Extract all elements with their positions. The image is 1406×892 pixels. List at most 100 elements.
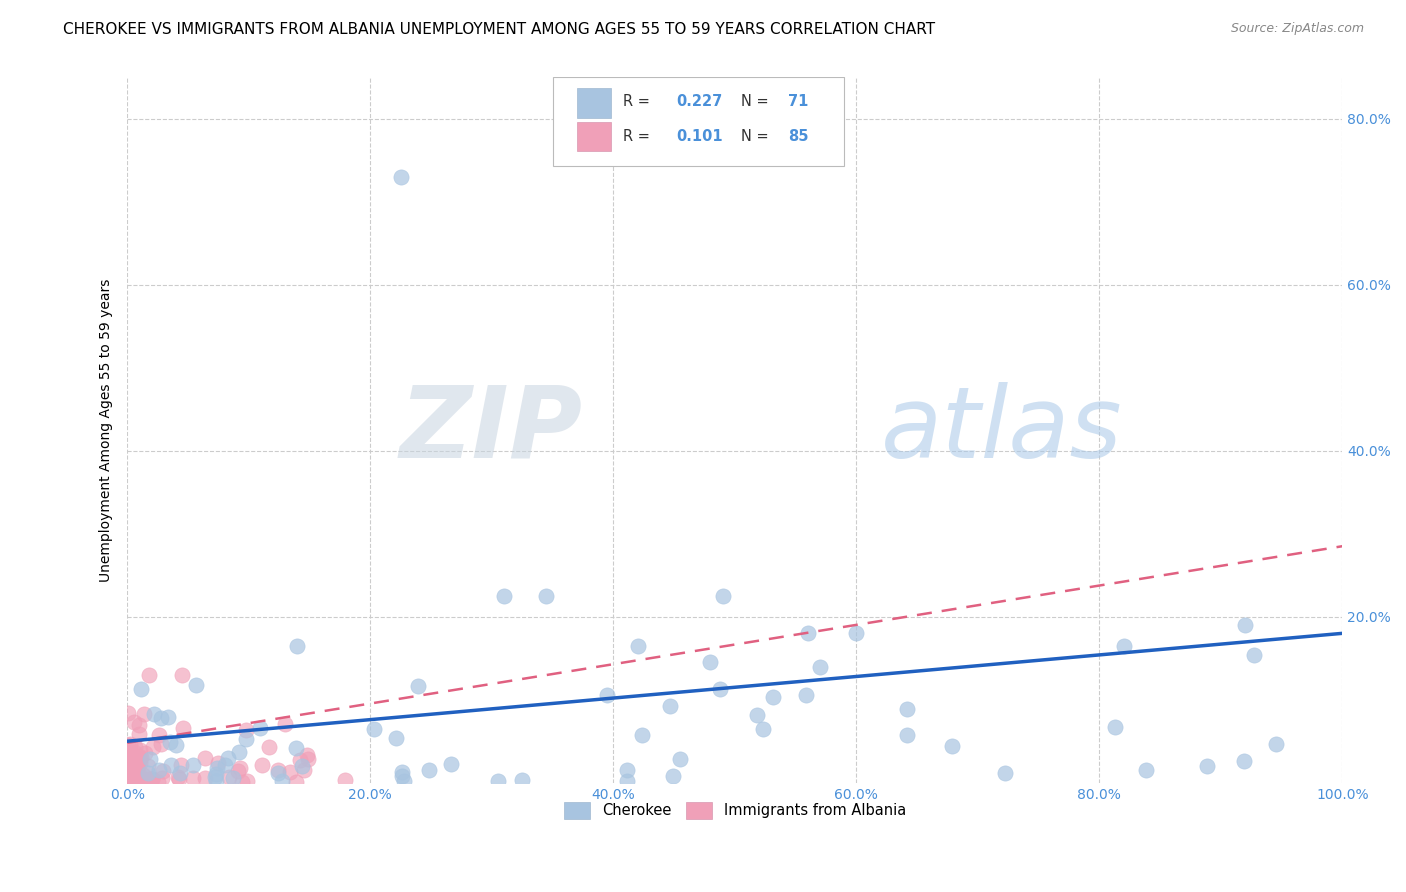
Point: [165, 738, 187, 752]
Point: [630, 728, 652, 742]
Point: [121, 774, 143, 789]
Point: [120, 755, 142, 769]
Point: [205, 773, 228, 788]
Point: [150, 711, 173, 725]
Y-axis label: Unemployment Among Ages 55 to 59 years: Unemployment Among Ages 55 to 59 years: [100, 278, 114, 582]
Point: [122, 771, 145, 785]
Point: [148, 728, 170, 742]
Point: [127, 756, 149, 770]
Point: [896, 728, 918, 742]
Point: [285, 740, 308, 755]
Point: [492, 589, 515, 603]
Point: [669, 752, 692, 766]
Point: [139, 774, 162, 789]
Point: [226, 764, 249, 778]
Point: [167, 772, 190, 786]
Point: [118, 754, 141, 768]
Text: R =: R =: [623, 128, 654, 144]
Point: [218, 770, 240, 784]
Point: [747, 707, 769, 722]
Point: [291, 758, 314, 772]
Point: [183, 758, 205, 772]
Point: [128, 743, 150, 757]
Bar: [576, 121, 610, 151]
Point: [120, 756, 142, 771]
Point: [135, 774, 157, 789]
Point: [794, 688, 817, 702]
Point: [142, 740, 165, 755]
Point: [596, 688, 619, 702]
Point: [406, 679, 429, 693]
Point: [121, 749, 143, 764]
Point: [285, 639, 308, 653]
Text: 0.101: 0.101: [676, 128, 723, 144]
Point: [941, 739, 963, 753]
Point: [120, 745, 142, 759]
Point: [118, 750, 141, 764]
Point: [274, 717, 297, 731]
Point: [159, 735, 181, 749]
Point: [228, 745, 250, 759]
Point: [1233, 755, 1256, 769]
Point: [194, 751, 217, 765]
Point: [711, 589, 734, 603]
Point: [297, 752, 319, 766]
Point: [1243, 648, 1265, 662]
Text: Source: ZipAtlas.com: Source: ZipAtlas.com: [1230, 22, 1364, 36]
Point: [128, 718, 150, 732]
Point: [751, 723, 773, 737]
Point: [122, 770, 145, 784]
Point: [139, 752, 162, 766]
Point: [389, 169, 412, 184]
Point: [170, 668, 193, 682]
Point: [217, 750, 239, 764]
Point: [235, 732, 257, 747]
Point: [141, 772, 163, 787]
Point: [118, 771, 141, 785]
Point: [204, 770, 226, 784]
Point: [808, 659, 831, 673]
Legend: Cherokee, Immigrants from Albania: Cherokee, Immigrants from Albania: [558, 797, 911, 825]
Point: [235, 723, 257, 738]
Point: [385, 731, 408, 745]
Point: [845, 626, 868, 640]
Point: [139, 772, 162, 787]
Point: [124, 752, 146, 766]
Point: [127, 756, 149, 770]
Point: [128, 768, 150, 782]
Point: [124, 714, 146, 729]
Point: [129, 772, 152, 786]
Point: [391, 765, 413, 780]
Point: [536, 589, 558, 603]
Point: [267, 764, 290, 778]
Point: [184, 678, 207, 692]
Text: CHEROKEE VS IMMIGRANTS FROM ALBANIA UNEMPLOYMENT AMONG AGES 55 TO 59 YEARS CORRE: CHEROKEE VS IMMIGRANTS FROM ALBANIA UNEM…: [63, 22, 935, 37]
Point: [148, 763, 170, 777]
Point: [333, 773, 356, 788]
Point: [271, 774, 294, 789]
Point: [169, 765, 191, 780]
Point: [1265, 737, 1288, 751]
Point: [288, 753, 311, 767]
Point: [125, 765, 148, 780]
Point: [167, 770, 190, 784]
Text: 71: 71: [789, 94, 808, 109]
Point: [205, 761, 228, 775]
Point: [709, 682, 731, 697]
Point: [363, 722, 385, 736]
Text: ZIP: ZIP: [399, 382, 583, 479]
Point: [134, 746, 156, 760]
Point: [229, 761, 252, 775]
Point: [122, 771, 145, 785]
Text: 85: 85: [789, 128, 808, 144]
Point: [150, 771, 173, 785]
Point: [124, 773, 146, 788]
Point: [214, 757, 236, 772]
Point: [118, 772, 141, 787]
Point: [129, 751, 152, 765]
Point: [156, 710, 179, 724]
Point: [138, 668, 160, 682]
Point: [152, 764, 174, 778]
Point: [124, 750, 146, 764]
Point: [207, 756, 229, 771]
